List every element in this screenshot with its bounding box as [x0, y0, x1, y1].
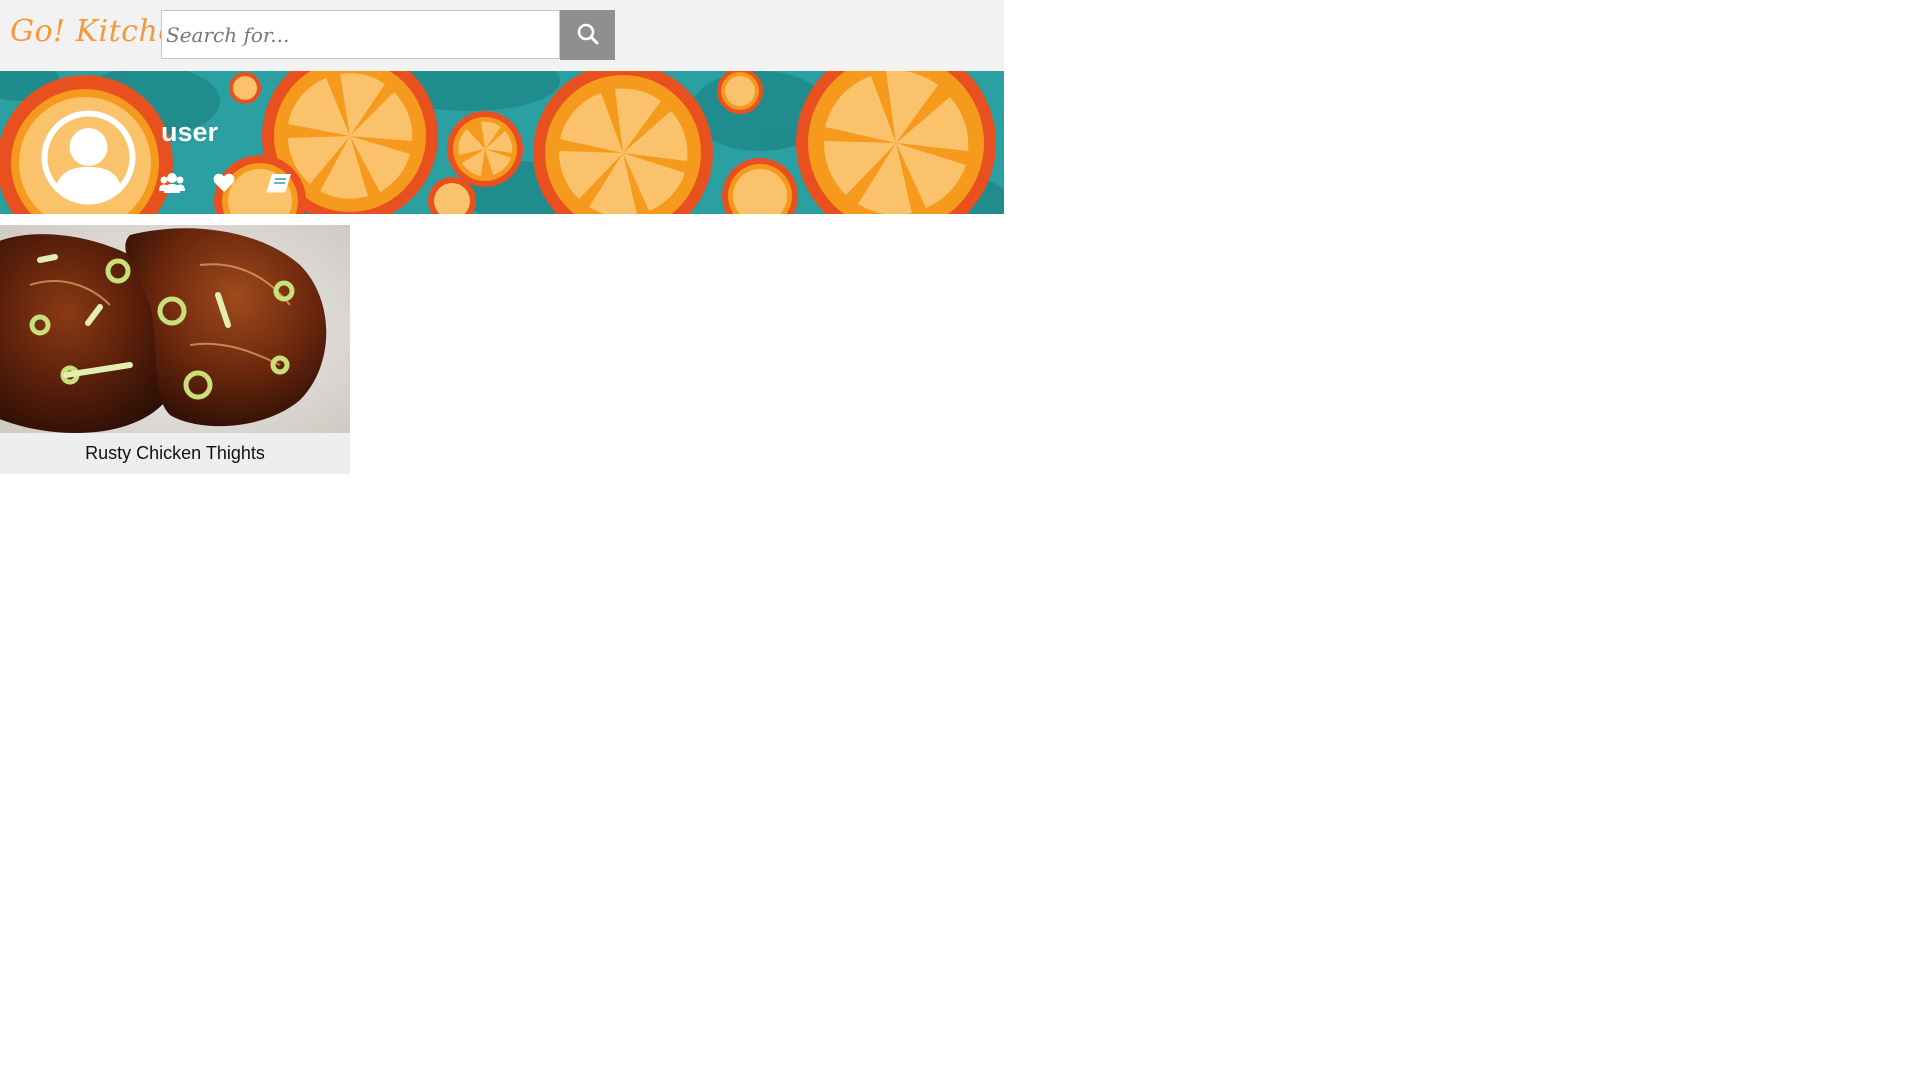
banner-pattern	[0, 71, 1004, 214]
search-icon	[576, 22, 600, 49]
user-avatar-icon[interactable]	[40, 109, 137, 206]
heart-icon[interactable]	[211, 171, 237, 195]
search-button[interactable]	[560, 10, 615, 60]
profile-banner: user	[0, 71, 1004, 214]
recipe-title[interactable]: Rusty Chicken Thights	[85, 443, 265, 463]
recipe-card[interactable]: Rusty Chicken Thights	[0, 225, 350, 474]
search-box	[161, 10, 560, 59]
recipe-image[interactable]	[0, 225, 350, 433]
book-icon[interactable]	[266, 171, 292, 195]
top-header: Go! Kitchen	[0, 0, 1004, 71]
search-input[interactable]	[162, 11, 559, 58]
profile-username: user	[161, 117, 219, 147]
users-icon[interactable]	[159, 171, 185, 195]
